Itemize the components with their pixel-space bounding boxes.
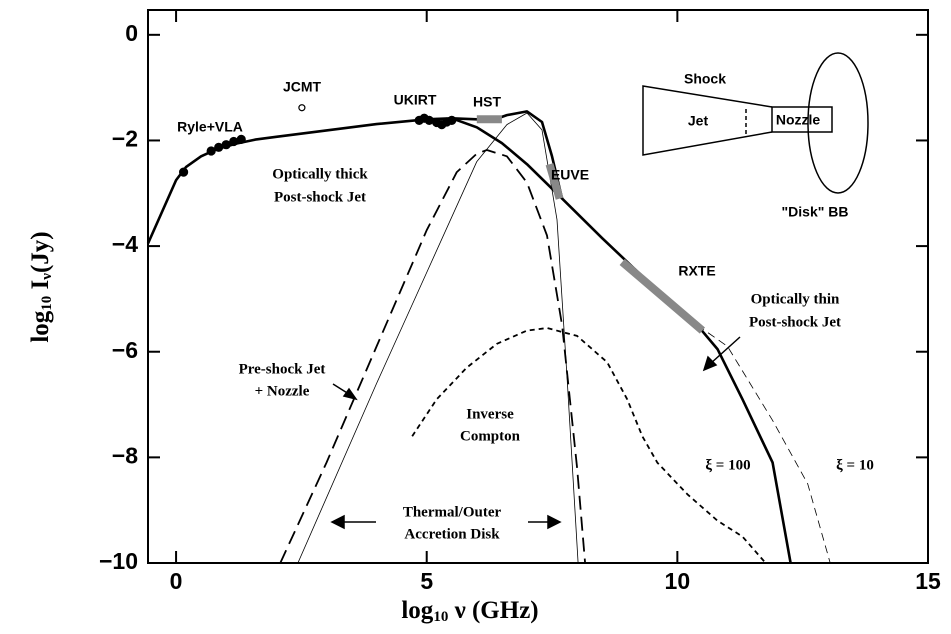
data-point [221,140,231,150]
disk [807,52,869,194]
annotation: ξ = 10 [836,457,874,473]
arrow [709,336,741,365]
plot-frame [147,9,929,564]
series-line [146,117,792,564]
annotation: Nozzle [776,112,821,128]
y-tick-label: 0 [125,20,138,46]
annotation: ξ = 100 [705,457,750,473]
x-tick-label: 15 [915,568,941,594]
arrow-head [330,514,345,530]
y-tick-label: −10 [99,548,138,574]
data-point [178,167,189,177]
annotation: JCMT [283,79,322,95]
annotation: Compton [460,428,521,444]
annotation: Optically thin [751,291,840,307]
y-axis-label: log10 Iν(Jy) [27,231,56,342]
annotation: Pre-shock Jet [239,361,326,377]
annotation: Post-shock Jet [749,314,841,330]
series-line [545,163,564,200]
annotation: "Disk" BB [782,204,849,220]
data-point [298,104,306,112]
x-tick-label: 0 [170,568,183,594]
arrows [330,336,741,530]
x-tick-label: 5 [420,568,433,594]
series-line [619,258,706,334]
annotation: Optically thick [272,166,368,182]
data-point [206,146,216,156]
annotation: UKIRT [394,92,437,108]
annotation: Thermal/Outer [403,504,502,520]
annotation: HST [473,94,501,110]
data-point [214,142,224,152]
y-tick-label: −2 [112,126,138,152]
series-line [697,324,831,564]
nozzle-box [771,106,833,133]
arrow-head [702,355,718,372]
annotation: + Nozzle [255,383,310,399]
annotation: Ryle+VLA [177,119,243,135]
y-tick-label: −8 [112,442,138,468]
x-tick-label: 10 [665,568,691,594]
data-point [447,115,457,125]
annotation: Post-shock Jet [274,189,366,205]
annotation: Jet [688,113,709,129]
series-line [279,149,586,564]
annotation: EUVE [551,167,589,183]
y-tick-label: −4 [112,231,138,257]
annotation: RXTE [678,263,715,279]
series-line [411,327,767,564]
annotation: Inverse [466,406,514,422]
data-point [424,115,434,125]
data-point [229,136,239,147]
inset-diagram [642,52,869,194]
arrow-head [547,514,562,530]
annotation: Shock [684,71,726,87]
data-point [236,134,246,145]
series-line [297,112,579,564]
x-axis-label: log10 ν (GHz) [401,597,538,626]
annotation: Accretion Disk [404,526,500,542]
y-tick-label: −6 [112,337,138,363]
jet-cone [642,85,773,156]
arrow-head [342,387,358,401]
